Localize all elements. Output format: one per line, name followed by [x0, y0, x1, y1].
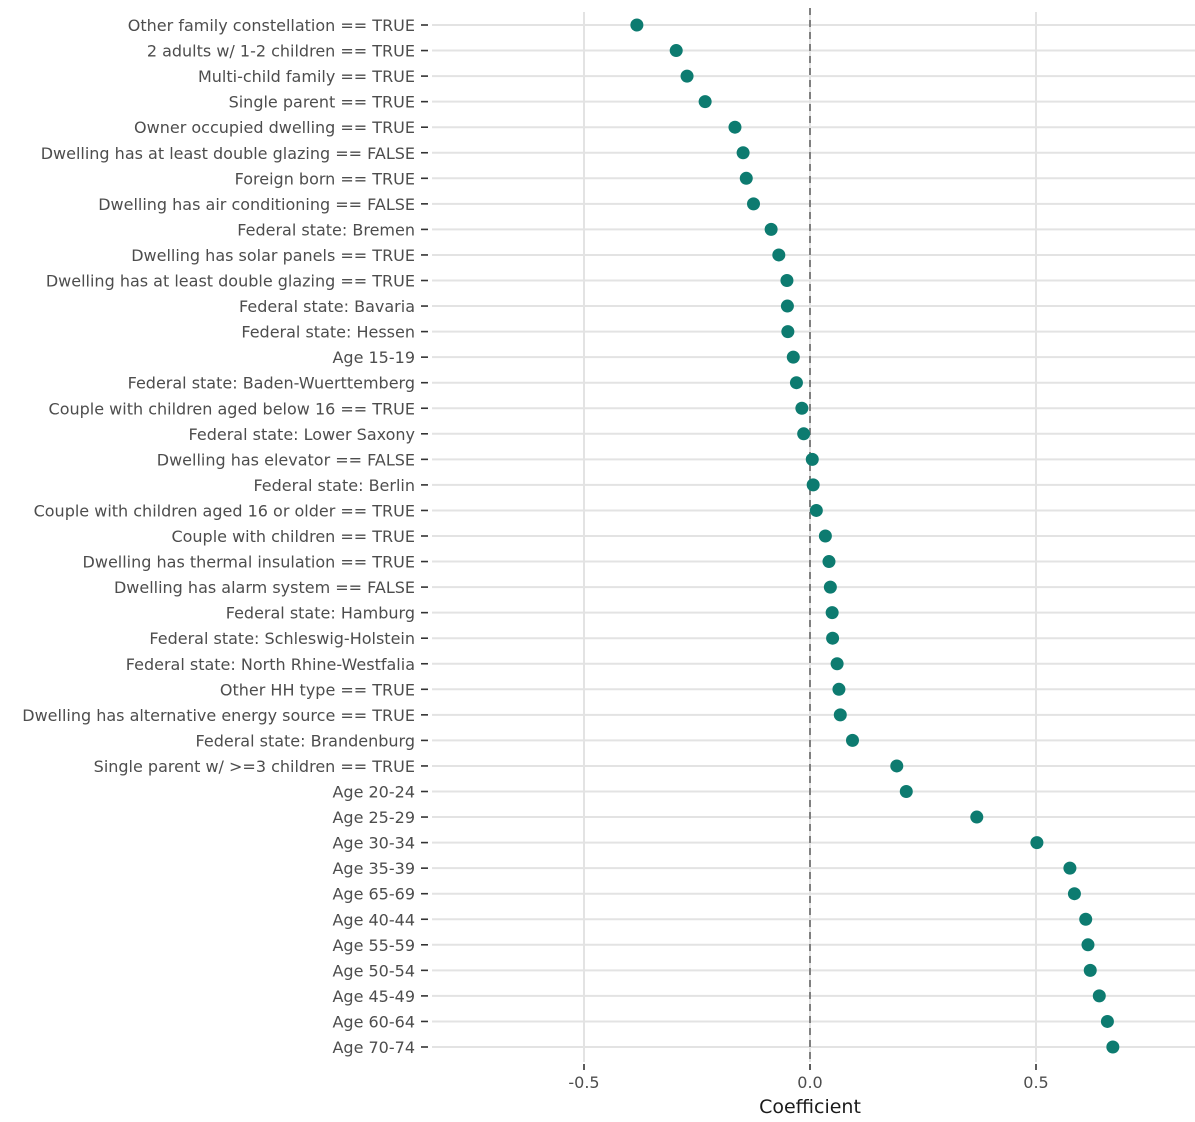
y-tick-label: Age 25-29: [332, 808, 415, 827]
coefficient-point: [786, 350, 800, 364]
coefficient-point: [822, 555, 836, 569]
coefficient-point: [780, 274, 794, 287]
y-tick-label: Age 40-44: [332, 910, 415, 929]
y-tick-label: Age 45-49: [332, 987, 415, 1006]
coefficient-point: [805, 452, 819, 466]
coefficient-point: [1067, 887, 1081, 901]
x-axis-title: Coefficient: [759, 1096, 861, 1118]
coefficient-point: [830, 657, 844, 671]
y-tick-label: Federal state: Lower Saxony: [189, 425, 415, 444]
coefficient-point: [630, 18, 644, 32]
coefficient-point: [1083, 963, 1097, 977]
x-tick-label: -0.5: [568, 1073, 599, 1092]
y-tick-label: Dwelling has elevator == FALSE: [157, 450, 415, 469]
coefficient-point: [970, 810, 984, 824]
y-tick-label: Dwelling has at least double glazing == …: [41, 144, 415, 163]
y-tick-label: Dwelling has thermal insulation == TRUE: [83, 553, 415, 572]
y-tick-label: 2 adults w/ 1-2 children == TRUE: [147, 42, 415, 61]
y-tick-label: Dwelling has air conditioning == FALSE: [98, 195, 415, 214]
coefficient-point: [1063, 861, 1077, 875]
coefficient-point: [795, 401, 809, 415]
coefficient-point: [1106, 1040, 1120, 1054]
y-tick-label: Federal state: Brandenburg: [196, 731, 415, 750]
y-tick-label: Age 50-54: [332, 961, 415, 980]
y-tick-label: Federal state: Bremen: [237, 220, 415, 239]
y-tick-label: Age 70-74: [332, 1038, 415, 1057]
y-tick-label: Federal state: Schleswig-Holstein: [149, 629, 415, 648]
x-tick-label: 0.5: [1023, 1073, 1048, 1092]
coefficient-point: [823, 580, 837, 594]
y-tick-label: Federal state: Bavaria: [239, 297, 415, 316]
y-tick-label: Other family constellation == TRUE: [128, 16, 415, 35]
y-tick-label: Federal state: Hessen: [241, 323, 415, 342]
data-points: [630, 18, 1120, 1054]
y-tick-label: Age 30-34: [332, 834, 415, 853]
y-tick-label: Foreign born == TRUE: [235, 169, 415, 188]
y-tick-label: Federal state: Baden-Wuerttemberg: [128, 374, 415, 393]
y-tick-label: Dwelling has alternative energy source =…: [22, 706, 415, 725]
coefficient-point: [797, 427, 811, 441]
coefficient-point: [781, 325, 795, 339]
coefficient-point: [1092, 989, 1106, 1003]
coefficient-point: [736, 146, 750, 160]
coefficient-point: [826, 631, 840, 645]
coefficient-point: [818, 529, 832, 543]
y-tick-label: Federal state: Hamburg: [226, 604, 415, 623]
y-tick-label: Age 35-39: [332, 859, 415, 878]
y-tick-label: Age 65-69: [332, 885, 415, 904]
y-tick-label: Federal state: North Rhine-Westfalia: [126, 655, 415, 674]
x-axis: -0.5 0.0 0.5: [568, 1064, 1049, 1092]
coefficient-point: [680, 69, 694, 83]
coefficient-point: [764, 222, 778, 236]
y-tick-label: Dwelling has alarm system == FALSE: [114, 578, 415, 597]
y-tick-label: Age 20-24: [332, 783, 415, 802]
coefficient-point: [780, 299, 794, 313]
coefficient-point: [1081, 938, 1095, 952]
y-tick-label: Age 60-64: [332, 1012, 415, 1031]
x-tick-label: 0.0: [797, 1073, 822, 1092]
y-tick-label: Dwelling has at least double glazing == …: [46, 272, 415, 291]
y-tick-label: Dwelling has solar panels == TRUE: [131, 246, 415, 265]
coefficient-point: [747, 197, 760, 211]
coefficient-point: [789, 376, 803, 390]
coefficient-point: [809, 503, 823, 517]
grid-layer: [432, 12, 1195, 1062]
coefficient-point: [832, 682, 846, 696]
y-tick-label: Single parent w/ >=3 children == TRUE: [94, 757, 415, 776]
y-tick-label: Couple with children aged below 16 == TR…: [49, 399, 415, 418]
y-tick-label: Federal state: Berlin: [253, 476, 415, 495]
coefficient-point: [833, 708, 847, 722]
coefficient-point: [899, 785, 913, 798]
y-tick-label: Other HH type == TRUE: [220, 680, 415, 699]
coefficient-point: [845, 733, 859, 747]
coefficient-point: [728, 120, 742, 134]
coefficient-point: [825, 606, 839, 620]
y-tick-label: Couple with children == TRUE: [171, 527, 415, 546]
coefficient-point: [1079, 912, 1093, 926]
y-tick-label: Age 55-59: [332, 936, 415, 955]
coefficient-point: [739, 171, 753, 185]
y-tick-label: Multi-child family == TRUE: [198, 67, 415, 86]
coefficient-point: [1030, 836, 1044, 850]
coefficient-point: [890, 759, 904, 773]
coefficient-point: [806, 478, 820, 492]
y-tick-label: Single parent == TRUE: [229, 93, 415, 112]
y-tick-label: Couple with children aged 16 or older ==…: [34, 501, 415, 520]
coefficient-point: [772, 248, 786, 262]
y-tick-label: Age 15-19: [332, 348, 415, 367]
y-axis: Other family constellation == TRUE 2 adul…: [22, 16, 428, 1057]
y-tick-label: Owner occupied dwelling == TRUE: [134, 118, 415, 137]
coefficient-point: [698, 95, 712, 109]
coefficient-point: [1100, 1014, 1114, 1028]
coefficient-point: [669, 44, 683, 58]
